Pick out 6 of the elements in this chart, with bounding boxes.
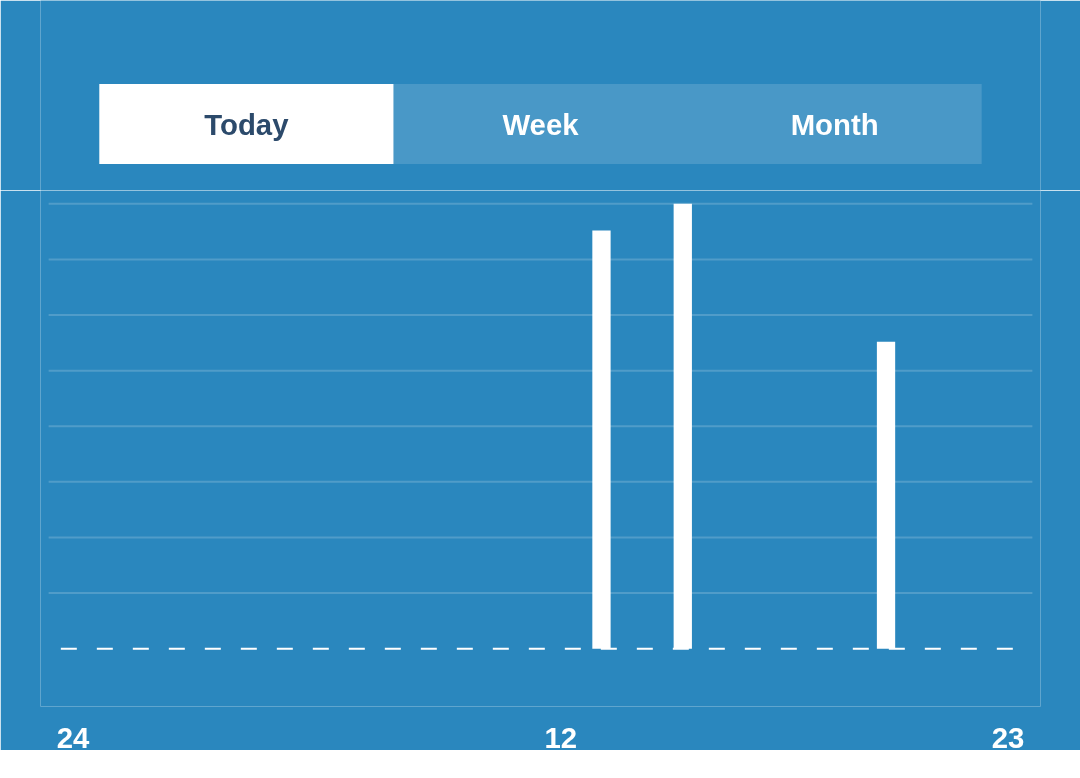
text: Month — [790, 107, 879, 141]
text: Week — [502, 107, 580, 141]
x-tick-label: 12 — [544, 720, 578, 754]
x-tick-label: 24 — [56, 720, 91, 754]
text: Today — [204, 107, 290, 141]
x-tick-label: 23 — [991, 720, 1025, 754]
